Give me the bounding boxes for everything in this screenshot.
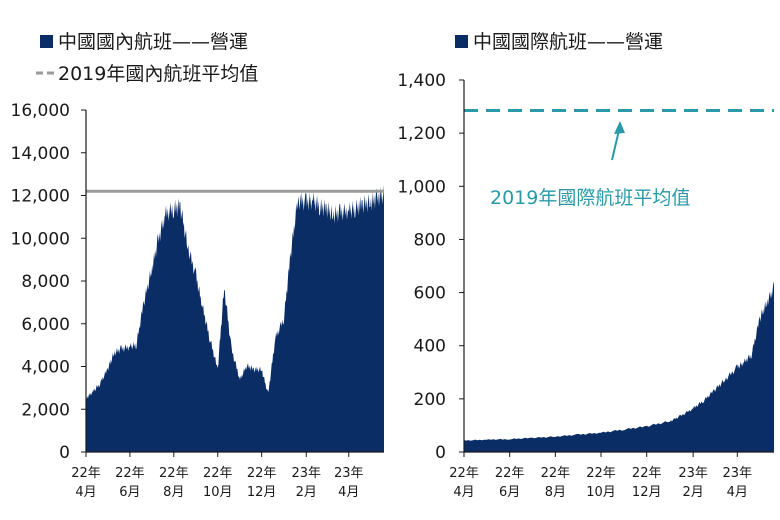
x-tick-year: 22年 (586, 466, 616, 481)
y-tick-label: 14,000 (11, 144, 70, 164)
annotation-arrow-shaft (611, 129, 620, 161)
y-tick-label: 2,000 (21, 400, 70, 420)
x-tick-year: 22年 (247, 466, 277, 481)
x-tick-month: 4月 (453, 485, 474, 500)
x-tick-year: 22年 (449, 466, 479, 481)
x-tick-year: 23年 (678, 466, 708, 481)
x-tick-month: 4月 (727, 485, 748, 500)
x-tick-year: 22年 (541, 466, 571, 481)
y-tick-label: 1,400 (397, 71, 446, 91)
y-tick-label: 600 (414, 284, 446, 304)
y-tick-label: 0 (59, 443, 70, 463)
legend-label: 中國國際航班——營運 (473, 31, 663, 53)
y-tick-label: 1,000 (397, 177, 446, 197)
x-tick-month: 4月 (75, 485, 96, 500)
x-tick-year: 22年 (203, 466, 233, 481)
x-tick-month: 4月 (338, 485, 359, 500)
y-tick-label: 1,200 (397, 124, 446, 144)
flights-area (464, 281, 774, 452)
y-tick-label: 10,000 (11, 229, 70, 249)
x-tick-year: 22年 (495, 466, 525, 481)
y-tick-label: 6,000 (21, 315, 70, 335)
y-tick-label: 12,000 (11, 187, 70, 207)
x-tick-month: 2月 (682, 485, 703, 500)
annotation-arrow-head (614, 121, 625, 134)
x-tick-year: 23年 (723, 466, 753, 481)
annotation-2019-average: 2019年國際航班平均值 (490, 187, 690, 209)
flights-area (86, 184, 384, 453)
x-tick-month: 10月 (203, 485, 233, 500)
y-tick-label: 200 (414, 390, 446, 410)
x-tick-year: 23年 (334, 466, 364, 481)
x-tick-month: 6月 (119, 485, 140, 500)
international-flights-panel: 1,4001,2001,000800600400200022年4月22年6月22… (397, 31, 774, 500)
x-tick-month: 2月 (296, 485, 317, 500)
x-tick-month: 10月 (586, 485, 616, 500)
x-tick-month: 12月 (632, 485, 662, 500)
y-tick-label: 16,000 (11, 101, 70, 121)
x-tick-month: 12月 (247, 485, 277, 500)
y-tick-label: 400 (414, 337, 446, 357)
x-tick-year: 22年 (159, 466, 189, 481)
x-tick-year: 22年 (71, 466, 101, 481)
y-tick-label: 800 (414, 230, 446, 250)
x-tick-month: 8月 (545, 485, 566, 500)
legend-swatch-flights (40, 35, 53, 48)
y-tick-label: 0 (435, 443, 446, 463)
x-tick-year: 22年 (115, 466, 145, 481)
legend-label: 中國國內航班——營運 (58, 31, 248, 53)
y-tick-label: 8,000 (21, 272, 70, 292)
x-tick-year: 23年 (291, 466, 321, 481)
domestic-flights-panel: 16,000 14,000 12,000 10,000 8,000 6,000 4,000 2… (11, 31, 384, 500)
legend-label: 2019年國內航班平均值 (58, 63, 258, 85)
y-tick-label: 4,000 (21, 358, 70, 378)
x-tick-month: 6月 (499, 485, 520, 500)
legend-swatch-flights (455, 35, 468, 48)
x-tick-year: 22年 (632, 466, 662, 481)
x-tick-month: 8月 (163, 485, 184, 500)
